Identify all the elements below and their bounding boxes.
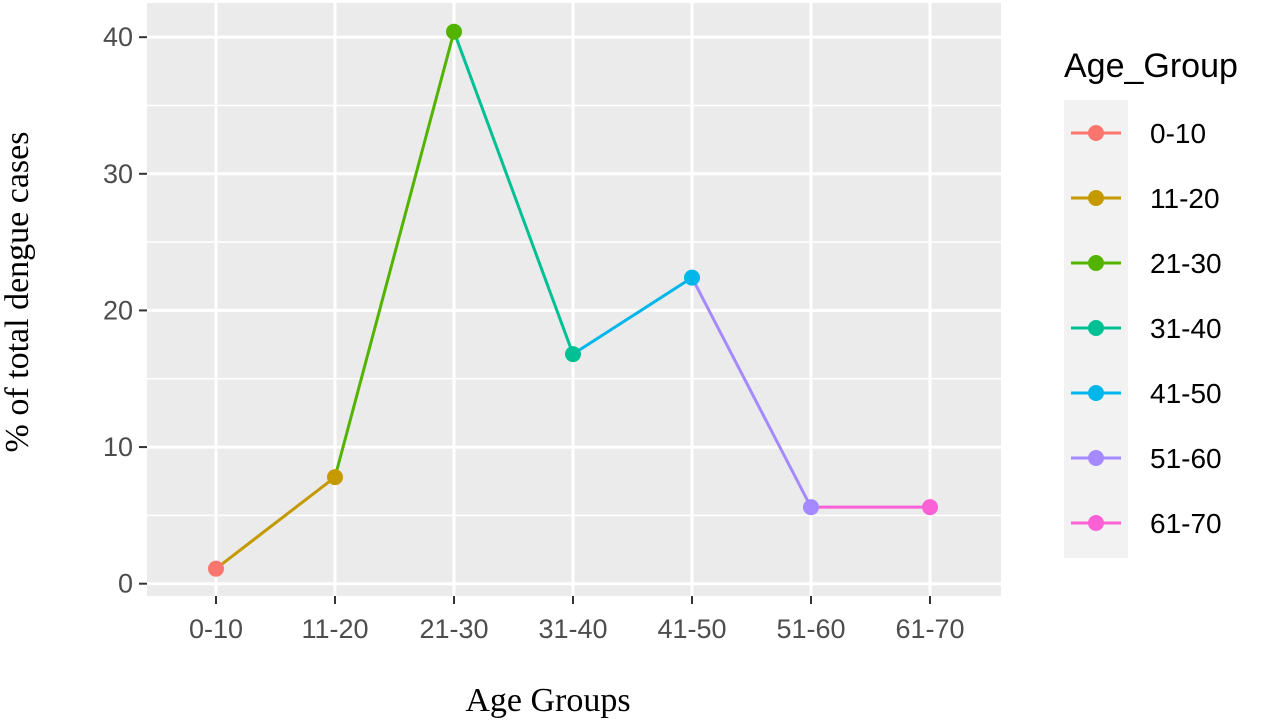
legend-label: 31-40: [1150, 313, 1222, 344]
x-tick-label: 31-40: [538, 614, 607, 644]
y-tick-label: 30: [103, 159, 133, 189]
legend-key-point: [1088, 190, 1104, 206]
legend-key-point: [1088, 125, 1104, 141]
legend-label: 61-70: [1150, 508, 1222, 539]
x-tick-label: 21-30: [419, 614, 488, 644]
legend-label: 51-60: [1150, 443, 1222, 474]
y-tick-label: 0: [118, 569, 133, 599]
data-point: [446, 23, 462, 40]
x-tick-label: 0-10: [189, 614, 243, 644]
x-axis-title: Age Groups: [465, 682, 630, 719]
y-axis: 0 10 20 30 40: [103, 22, 147, 599]
y-tick-label: 20: [103, 295, 133, 325]
legend: Age_Group 0-10 11-20 21-30 31-40 41-50 51-60 6…: [1064, 47, 1238, 558]
major-gridlines: [147, 3, 1001, 596]
legend-key-point: [1088, 385, 1104, 401]
legend-items: 0-10 11-20 21-30 31-40 41-50 51-60 61-70: [1071, 118, 1222, 539]
line-segment: [690, 276, 813, 509]
legend-label: 0-10: [1150, 118, 1206, 149]
data-point: [208, 560, 224, 577]
x-tick-label: 61-70: [895, 614, 964, 644]
legend-key-point: [1088, 320, 1104, 336]
data-point: [684, 269, 700, 286]
x-tick-label: 51-60: [776, 614, 845, 644]
data-point: [327, 469, 343, 486]
line-segment: [333, 30, 456, 479]
legend-key-point: [1088, 450, 1104, 466]
line-segment: [452, 30, 575, 356]
legend-key-point: [1088, 255, 1104, 271]
x-tick-label: 41-50: [657, 614, 726, 644]
data-point: [803, 499, 819, 516]
x-tick-label: 11-20: [301, 614, 368, 644]
legend-label: 41-50: [1150, 378, 1222, 409]
legend-label: 21-30: [1150, 248, 1222, 279]
legend-title: Age_Group: [1064, 47, 1238, 85]
line-segment: [214, 475, 337, 571]
line-segment: [571, 276, 694, 356]
legend-key-point: [1088, 515, 1104, 531]
y-tick-label: 10: [103, 432, 133, 462]
data-point: [565, 346, 581, 363]
x-axis: 0-10 11-20 21-30 31-40 41-50 51-60 61-70: [189, 596, 965, 644]
series-lines: [214, 30, 932, 571]
series-points: [208, 23, 938, 577]
y-axis-title: % of total dengue cases: [0, 132, 36, 453]
legend-label: 11-20: [1150, 183, 1220, 214]
data-point: [922, 499, 938, 516]
y-tick-label: 40: [103, 22, 133, 52]
